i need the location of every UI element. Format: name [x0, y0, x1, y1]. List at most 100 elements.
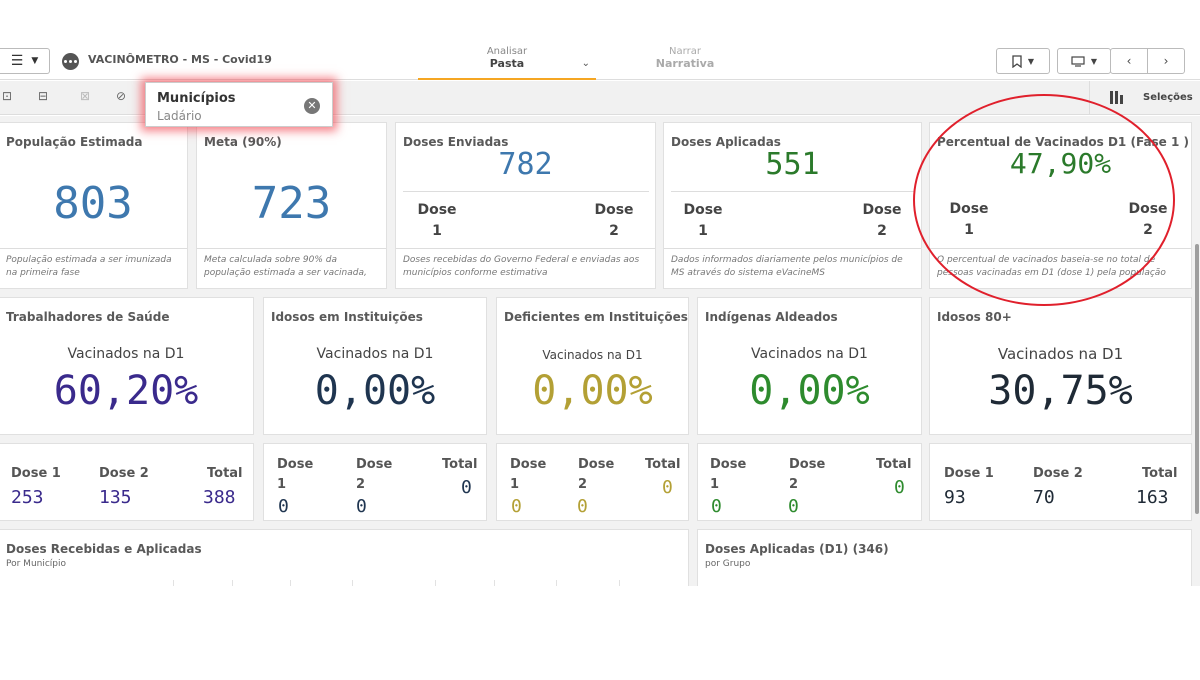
- total-label: Total: [876, 457, 912, 472]
- tab-analyze-main: Pasta: [489, 57, 525, 70]
- vaccinated-label: Vacinados na D1: [316, 346, 434, 362]
- divider: [671, 191, 915, 192]
- smart-search-icon[interactable]: ⊡: [2, 89, 13, 103]
- tab-analyze[interactable]: Analisar Pasta ⌄: [418, 46, 596, 80]
- page-bottom: [0, 586, 1200, 680]
- dose2-value: 0: [577, 496, 588, 517]
- step-back-icon[interactable]: ⊟: [38, 89, 49, 103]
- card-title: População Estimada: [6, 135, 143, 149]
- card-footnote: O percentual de vacinados baseia-se no t…: [930, 248, 1191, 288]
- kpi-value: 803: [53, 178, 133, 229]
- card-title: Indígenas Aldeados: [705, 310, 838, 324]
- sheet-canvas: População Estimada 803 População estimad…: [0, 116, 1200, 599]
- dose1-label: Dose 1: [710, 457, 747, 492]
- card-title: Trabalhadores de Saúde: [6, 310, 170, 324]
- grid-line: [435, 580, 436, 586]
- prev-sheet-button[interactable]: ‹: [1110, 48, 1148, 74]
- grid-line: [494, 580, 495, 586]
- total-label: Total: [1142, 466, 1178, 481]
- total-value: 0: [894, 477, 905, 498]
- dose2-label: Dose 2: [1128, 201, 1168, 238]
- menu-button[interactable]: ☰ ▼: [0, 48, 50, 74]
- grid-line: [352, 580, 353, 586]
- total-label: Total: [207, 466, 243, 481]
- card-title: Meta (90%): [204, 135, 282, 149]
- bookmark-button[interactable]: ▼: [996, 48, 1050, 74]
- group-card-trabalhadores[interactable]: Trabalhadores de Saúde Vacinados na D1 6…: [0, 297, 254, 435]
- card-title: Doses Enviadas: [403, 135, 509, 149]
- kpi-value: 723: [251, 178, 332, 229]
- dose1-label: Dose 1: [417, 202, 457, 239]
- selections-grid-icon[interactable]: [1110, 91, 1123, 104]
- tab-analyze-sub: Analisar: [486, 46, 528, 57]
- dose1-value: 0: [511, 496, 522, 517]
- dose1-label: Dose 1: [11, 466, 61, 481]
- stats-trabalhadores[interactable]: Dose 1 Dose 2 Total 253 135 388: [0, 443, 254, 521]
- card-title: Percentual de Vacinados D1 (Fase 1 ): [937, 135, 1190, 149]
- dose2-label: Dose 2: [578, 457, 615, 492]
- dose2-label: Dose 2: [789, 457, 826, 492]
- kpi-meta[interactable]: Meta (90%) 723 Meta calculada sobre 90% …: [196, 122, 387, 289]
- group-card-idosos-instituicoes[interactable]: Idosos em Instituições Vacinados na D1 0…: [263, 297, 487, 435]
- selection-chip-municipios[interactable]: Municípios Ladário ✕: [145, 82, 333, 127]
- kpi-doses-aplicadas[interactable]: Doses Aplicadas 551 Dose 1 Dose 2 Dados …: [663, 122, 922, 289]
- card-footnote: Meta calculada sobre 90% da população es…: [197, 248, 386, 288]
- stats-idosos-instituicoes[interactable]: Dose 1 Dose 2 Total 0 0 0: [263, 443, 487, 521]
- app-icon: [62, 53, 79, 70]
- caret-down-icon: ▼: [31, 56, 39, 66]
- selections-label[interactable]: Seleções: [1143, 92, 1193, 103]
- total-label: Total: [442, 457, 478, 472]
- group-card-deficientes[interactable]: Deficientes em Instituições Vacinados na…: [496, 297, 689, 435]
- vaccinated-label: Vacinados na D1: [542, 348, 643, 362]
- hamburger-icon: ☰: [10, 53, 24, 69]
- dose1-value: 0: [278, 496, 289, 517]
- dose1-value: 0: [711, 496, 722, 517]
- vertical-scrollbar[interactable]: [1195, 244, 1199, 514]
- stats-indigenas[interactable]: Dose 1 Dose 2 Total 0 0 0: [697, 443, 922, 521]
- kpi-populacao[interactable]: População Estimada 803 População estimad…: [0, 122, 188, 289]
- vaccinated-pct: 0,00%: [749, 368, 870, 414]
- dose2-value: 0: [356, 496, 367, 517]
- grid-line: [556, 580, 557, 586]
- stats-idosos-80[interactable]: Dose 1 Dose 2 Total 93 70 163: [929, 443, 1192, 521]
- kpi-value: 47,90%: [1009, 147, 1112, 180]
- total-value: 163: [1136, 487, 1169, 508]
- group-card-idosos-80[interactable]: Idosos 80+ Vacinados na D1 30,75%: [929, 297, 1192, 435]
- tab-narrate[interactable]: Narrar Narrativa: [625, 46, 745, 70]
- chart-title: Doses Aplicadas (D1) (346): [705, 542, 889, 556]
- dose2-label: Dose 2: [862, 202, 902, 239]
- dose1-label: Dose 1: [277, 457, 314, 492]
- kpi-percentual-d1[interactable]: Percentual de Vacinados D1 (Fase 1 ) 47,…: [929, 122, 1192, 289]
- dose1-label: Dose 1: [944, 466, 994, 481]
- vaccinated-pct: 0,00%: [532, 368, 653, 414]
- bookmark-icon: [1012, 54, 1022, 68]
- step-forward-icon[interactable]: ⊠: [80, 89, 91, 103]
- stats-deficientes[interactable]: Dose 1 Dose 2 Total 0 0 0: [496, 443, 689, 521]
- close-icon[interactable]: ✕: [304, 98, 320, 114]
- kpi-value: 782: [498, 147, 553, 182]
- dose2-label: Dose 2: [1033, 466, 1083, 481]
- caret-down-icon: ▼: [1090, 56, 1098, 66]
- total-label: Total: [645, 457, 681, 472]
- chart-title: Doses Recebidas e Aplicadas: [6, 542, 202, 556]
- clear-selections-icon[interactable]: ⊘: [116, 89, 127, 103]
- dose1-label: Dose 1: [949, 201, 989, 238]
- tab-narrate-sub: Narrar: [669, 46, 701, 57]
- dose2-label: Dose 2: [99, 466, 149, 481]
- grid-line: [232, 580, 233, 586]
- dose1-value: 253: [11, 487, 44, 508]
- tab-narrate-main: Narrativa: [655, 57, 715, 70]
- app-title: VACINÔMETRO - MS - Covid19: [88, 53, 272, 66]
- dose1-label: Dose 1: [510, 457, 547, 492]
- selection-field: Municípios: [157, 91, 236, 106]
- chevron-right-icon: ›: [1163, 54, 1169, 68]
- next-sheet-button[interactable]: ›: [1147, 48, 1185, 74]
- group-card-indigenas[interactable]: Indígenas Aldeados Vacinados na D1 0,00%: [697, 297, 922, 435]
- kpi-value: 551: [765, 147, 820, 182]
- card-footnote: Dados informados diariamente pelos munic…: [664, 248, 921, 288]
- chart-subtitle: por Grupo: [705, 559, 751, 569]
- kpi-doses-enviadas[interactable]: Doses Enviadas 782 Dose 1 Dose 2 Doses r…: [395, 122, 656, 289]
- total-value: 0: [461, 477, 472, 498]
- present-button[interactable]: ▼: [1057, 48, 1111, 74]
- chevron-down-icon[interactable]: ⌄: [581, 58, 590, 69]
